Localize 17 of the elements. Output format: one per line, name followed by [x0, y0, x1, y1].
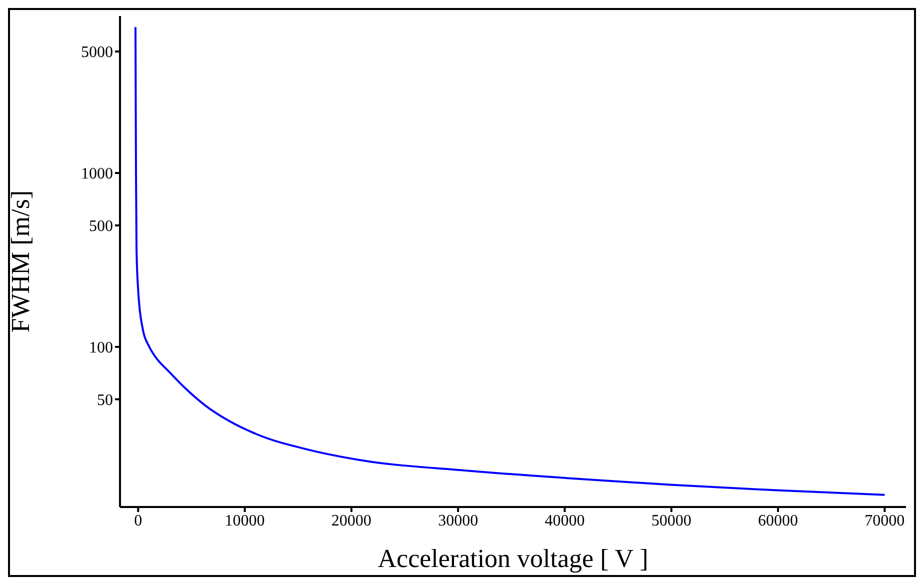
y-tick-label: 1000 [81, 166, 113, 183]
x-tick-label: 30000 [438, 512, 478, 530]
page-frame: 0 10000 20000 30000 40000 50000 60000 70000 Acceleration voltage [ V ] 50 100 500 1000 5000 FWHM [m/s] [8, 8, 916, 577]
line-series [134, 26, 886, 496]
y-tick-label: 5000 [81, 44, 113, 62]
y-tick-label: 50 [97, 392, 113, 409]
y-tick-label: 100 [89, 340, 113, 357]
x-tick-label: 10000 [224, 512, 265, 530]
x-tick-label: 20000 [331, 512, 372, 530]
x-tick-label: 0 [134, 512, 142, 530]
x-tick-label: 40000 [544, 512, 585, 530]
x-tick-label: 50000 [651, 512, 692, 530]
y-axis-title: FWHM [m/s] [6, 190, 36, 333]
x-axis-title: Acceleration voltage [ V ] [378, 544, 648, 573]
x-tick-label: 70000 [864, 512, 905, 530]
y-tick-label: 500 [89, 218, 113, 236]
x-tick-label: 60000 [758, 512, 798, 530]
